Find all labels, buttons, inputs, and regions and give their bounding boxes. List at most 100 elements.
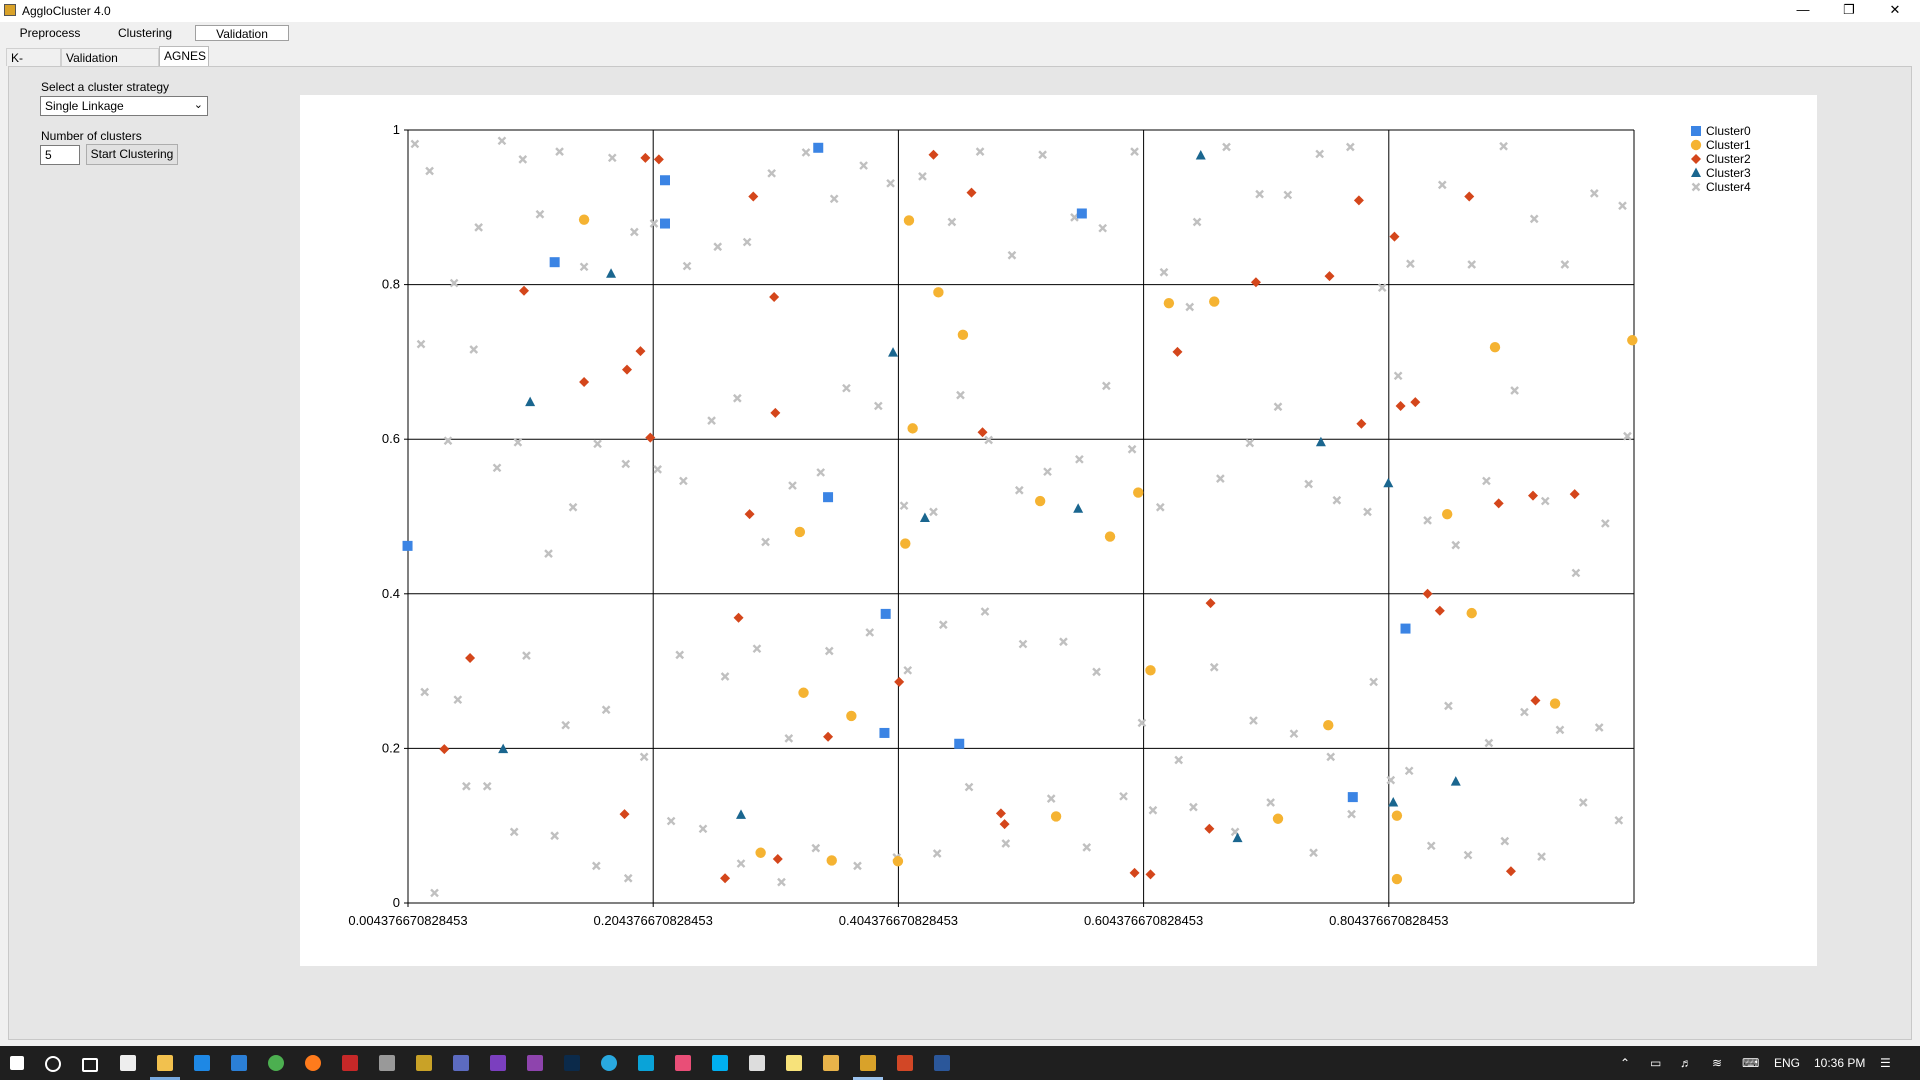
cluster4-point [1092,667,1101,677]
cluster4-point [649,219,659,228]
link-icon[interactable] [453,1055,469,1071]
cluster4-point [1273,402,1283,412]
notifications-icon[interactable]: ☰ [1880,1056,1891,1070]
x-tick-label: 0.604376670828453 [1084,913,1203,928]
y-tick-label: 0 [393,895,400,910]
cluster1-point [1627,335,1638,346]
close-icon[interactable]: ✕ [1889,2,1901,17]
clusters-input[interactable] [40,145,80,165]
y-tick-label: 1 [393,122,400,137]
clock[interactable]: 10:36 PM [1814,1056,1866,1070]
scatter-chart: 0 0.2 0.4 0.6 0.8 1 0.004376670828453 0.2043766… [348,122,1751,928]
app-icon-pink[interactable] [675,1055,691,1071]
settings-icon[interactable] [749,1055,765,1071]
running-indicator [853,1077,883,1080]
cluster4-point [784,734,794,743]
strategy-label: Select a cluster strategy [41,80,170,94]
tray-chevron-icon[interactable]: ⌃ [1620,1056,1631,1070]
cluster2-point [823,731,834,742]
photoshop-icon[interactable] [564,1055,580,1071]
battery-icon[interactable]: ▭ [1650,1056,1662,1070]
cluster4-point [1529,214,1539,224]
tab-clustering[interactable]: Clustering [117,26,173,40]
main-tabs: Preprocess Clustering Validation [0,22,1920,44]
powerpoint-icon[interactable] [897,1055,913,1071]
cortana-icon[interactable] [45,1056,61,1072]
cluster3-point [1073,503,1084,513]
cluster4-point [698,824,708,834]
telegram-icon[interactable] [601,1055,617,1071]
cluster4-point [1451,540,1461,550]
strategy-select[interactable]: Single Linkage ⌄ [40,96,208,116]
chrome-icon[interactable] [268,1055,284,1071]
x-tick-label: 0.804376670828453 [1329,913,1448,928]
title-bar: AggloCluster 4.0 — ❐ ✕ [0,0,1920,22]
tab-k-means[interactable]: K-Means [6,48,61,83]
tab-agnes[interactable]: AGNES [159,46,209,66]
word-icon[interactable] [934,1055,950,1071]
cluster4-point [918,172,927,181]
cluster4-point [1082,842,1092,852]
cluster0-point [1076,208,1087,219]
app-window-icon[interactable] [823,1055,839,1071]
agglocluster-icon[interactable] [860,1055,876,1071]
wifi-icon[interactable]: ≋ [1712,1056,1723,1070]
archive-icon[interactable] [416,1055,432,1071]
tools-icon[interactable] [379,1055,395,1071]
cluster2-point [1389,231,1400,242]
cluster4-point [1623,431,1632,441]
cluster4-point [761,537,770,547]
windows-start-icon[interactable] [10,1056,24,1070]
cluster4-point [591,861,601,871]
cluster4-point [1127,444,1137,454]
cluster4-point [1345,142,1355,152]
cluster2-point [1434,605,1445,616]
internet-explorer-icon[interactable] [194,1055,210,1071]
cluster4-point [1130,147,1139,156]
cluster2-point [653,154,664,165]
cluster4-point [639,752,649,762]
edge-icon[interactable] [231,1055,247,1071]
cluster2-point [733,612,744,623]
cluster4-point [1014,485,1024,495]
cluster4-point [1255,189,1264,199]
tab-validation-indexes[interactable]: Validation Indexes [61,48,159,83]
cluster2-point [1528,490,1539,501]
cluster2-point [1204,823,1215,834]
cluster3-point [736,809,747,819]
calculator-icon[interactable] [120,1055,136,1071]
cluster1-point [1489,342,1501,353]
cluster4-point [1245,438,1255,448]
cluster4-point [964,782,974,792]
visual-studio-2-icon[interactable] [527,1055,543,1071]
start-clustering-button[interactable]: Start Clustering [86,144,178,165]
skype-icon[interactable] [712,1055,728,1071]
cluster4-point [1289,729,1299,739]
restore-icon[interactable]: ❐ [1843,2,1855,17]
messenger-icon[interactable] [638,1055,654,1071]
cluster2-point [439,744,450,755]
tab-validation[interactable]: Validation [195,25,289,41]
cluster1-point [900,538,911,549]
cluster4-point [1148,805,1158,815]
notepad-icon[interactable] [786,1055,802,1071]
cluster1-point [933,287,944,298]
cluster4-point [474,223,483,232]
tab-preprocess[interactable]: Preprocess [19,26,81,40]
cluster3-point [888,347,899,357]
cluster3-point [606,268,617,278]
firefox-icon[interactable] [305,1055,321,1071]
task-view-icon[interactable] [82,1058,98,1072]
chevron-down-icon: ⌄ [193,99,203,111]
file-explorer-icon[interactable] [157,1055,173,1071]
volume-icon[interactable]: ♬ [1680,1056,1692,1070]
language-indicator[interactable]: ENG [1774,1056,1801,1070]
filezilla-icon[interactable] [342,1055,358,1071]
status-strip [0,1040,1920,1046]
cluster1-point [1391,810,1403,821]
cluster4-point [593,439,602,449]
keyboard-icon[interactable]: ⌨ [1742,1056,1760,1070]
minimize-icon[interactable]: — [1796,2,1810,17]
visual-studio-icon[interactable] [490,1055,506,1071]
cluster4-point [522,651,531,660]
